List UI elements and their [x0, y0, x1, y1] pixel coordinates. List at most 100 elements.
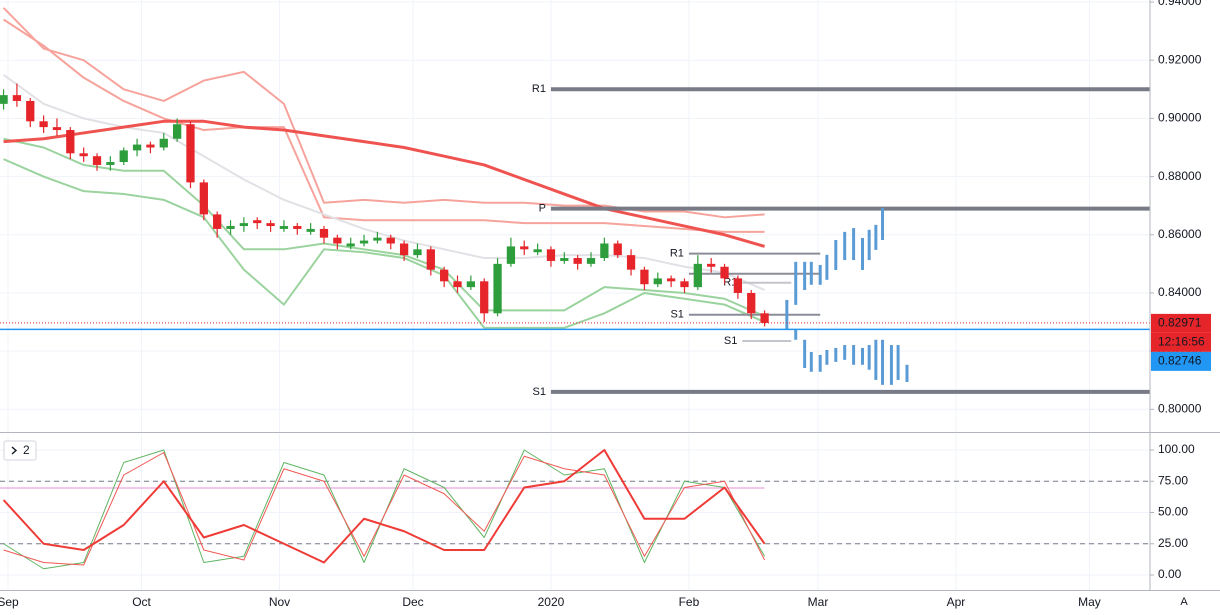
candle-body: [399, 243, 409, 256]
x-tick-label: Oct: [132, 595, 151, 609]
candle-body: [373, 237, 382, 241]
candle-body: [226, 226, 235, 229]
x-tick-label: Dec: [402, 595, 423, 609]
y-tick-label: 50.00: [1158, 505, 1188, 519]
x-tick-label: 2020: [538, 595, 565, 609]
candle-body: [453, 281, 462, 288]
candle-body: [533, 249, 542, 253]
candle-body: [293, 226, 302, 229]
candle-body: [666, 278, 676, 282]
candle-body: [747, 292, 756, 314]
candle-body: [693, 263, 702, 288]
y-tick-label: 0.92000: [1158, 52, 1202, 66]
y-tick-label: 0.88000: [1158, 169, 1202, 183]
candle-body: [707, 263, 716, 267]
candle-body: [159, 138, 168, 148]
candle-body: [600, 243, 609, 259]
indicator-line: [3, 18, 765, 233]
candle-body: [386, 237, 395, 244]
candle-body: [733, 278, 743, 293]
candle-body: [306, 228, 315, 232]
candle-body: [146, 144, 155, 148]
candle-body: [586, 258, 596, 264]
candle-body: [520, 246, 529, 250]
oscillator-line: [3, 452, 766, 566]
candle-body: [119, 150, 128, 163]
candle-body: [573, 258, 582, 264]
y-tick-label: 75.00: [1158, 473, 1188, 487]
pivot-label: S1: [724, 335, 737, 347]
x-tick-label: Nov: [269, 595, 290, 609]
candle-body: [480, 281, 489, 314]
reference-price-box: [1151, 351, 1211, 371]
candle-body: [199, 182, 208, 215]
candle-body: [186, 124, 195, 183]
legend-text: 2: [23, 443, 30, 457]
x-tick-label: May: [1078, 595, 1101, 609]
candle-body: [720, 266, 729, 279]
indicator-line: [3, 119, 766, 248]
y-tick-label: 0.84000: [1158, 285, 1202, 299]
candle-body: [266, 223, 275, 227]
x-tick-label: Mar: [808, 595, 829, 609]
candle-body: [426, 249, 435, 270]
y-tick-label: 0.90000: [1158, 111, 1202, 125]
candle-body: [79, 153, 88, 157]
candle-body: [493, 263, 502, 314]
indicator-line: [2, 73, 765, 291]
candle-body: [39, 121, 48, 128]
y-tick-label: 100.00: [1158, 442, 1195, 456]
candle-body: [560, 258, 569, 261]
indicator-line: [3, 158, 765, 329]
candle-body: [613, 243, 622, 256]
reference-price-label: 0.82746: [1158, 354, 1202, 368]
oscillator-line: [2, 449, 766, 564]
scale-mode-button[interactable]: A: [1180, 596, 1188, 608]
candle-body: [319, 228, 329, 238]
candle-body: [506, 246, 516, 264]
candle-body: [66, 130, 75, 154]
chevron-icon: [11, 446, 18, 455]
countdown-label: 12:16:56: [1158, 335, 1205, 349]
candle-body: [172, 124, 182, 139]
candle-body: [253, 220, 262, 224]
candle-body: [213, 214, 222, 229]
candle-body: [760, 313, 769, 323]
x-tick-label: Apr: [947, 595, 966, 609]
countdown-box: [1151, 332, 1211, 352]
pivot-label: P: [539, 202, 546, 214]
y-tick-label: 25.00: [1158, 536, 1188, 550]
grid: [0, 0, 1150, 590]
candle-body: [239, 223, 249, 227]
oscillator-legend[interactable]: 2: [3, 440, 37, 461]
candle-body: [106, 162, 115, 165]
last-price-box: [1151, 313, 1211, 333]
candle-body: [626, 255, 636, 270]
candle-body: [640, 269, 649, 285]
candle-body: [12, 95, 22, 101]
indicator-line: [3, 137, 765, 318]
candle-body: [653, 278, 662, 285]
candle-body: [680, 281, 689, 288]
last-price-label: 0.82971: [1158, 316, 1202, 330]
candle-body: [132, 144, 142, 151]
candle-body: [440, 269, 449, 282]
candle-body: [26, 100, 35, 122]
x-tick-label: Sep: [0, 595, 19, 609]
candle-body: [546, 249, 556, 261]
y-tick-label: 0.94000: [1158, 0, 1202, 8]
candle-body: [52, 127, 62, 131]
x-tick-label: Feb: [679, 595, 700, 609]
pivot-label: S1: [670, 309, 683, 321]
pivot-label: S1: [532, 386, 545, 398]
pivot-label: R1: [532, 83, 546, 95]
pivot-label: R1: [670, 248, 684, 260]
legend-box[interactable]: [3, 440, 37, 461]
y-tick-label: 0.00: [1158, 567, 1182, 581]
candle-body: [359, 240, 369, 244]
candle-body: [466, 281, 475, 288]
